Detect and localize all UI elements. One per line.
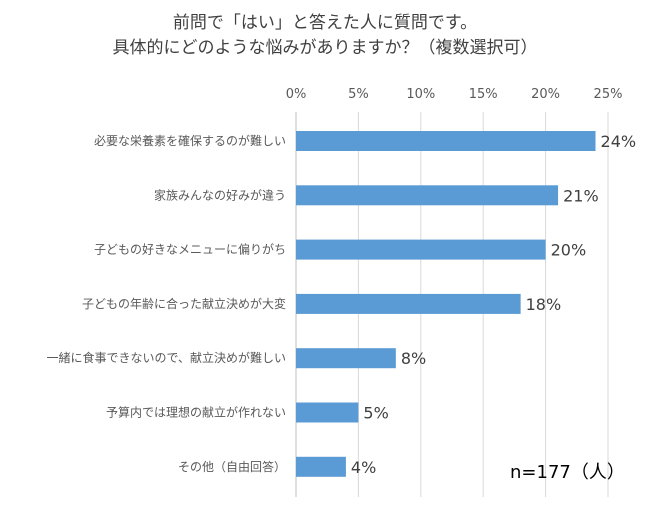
data-label: 21% <box>563 186 599 205</box>
category-label: 子どもの好きなメニューに偏りがち <box>94 242 286 257</box>
data-label: 5% <box>363 404 388 423</box>
sample-size-note: n=177（人） <box>510 462 625 483</box>
data-labels: 24% 21% 20% 18% 8% 5% 4% <box>351 132 636 477</box>
bar <box>296 293 521 314</box>
data-label: 8% <box>401 349 426 368</box>
x-tick-label: 5% <box>348 87 369 102</box>
x-tick-label: 15% <box>469 87 498 102</box>
x-tick-label: 20% <box>531 87 560 102</box>
data-label: 18% <box>526 295 562 314</box>
data-label: 4% <box>351 458 376 477</box>
category-labels: 必要な栄養素を確保するのが難しい家族みんなの好みが違う子どもの好きなメニューに偏… <box>46 133 286 474</box>
x-tick-label: 0% <box>286 87 307 102</box>
data-label: 20% <box>551 241 587 260</box>
category-label: 家族みんなの好みが違う <box>154 187 286 202</box>
chart-title: 前問で「はい」と答えた人に質問です。具体的にどのような悩みがありますか？（複数選… <box>113 13 538 58</box>
bar <box>296 239 546 260</box>
chart-title-line: 前問で「はい」と答えた人に質問です。 <box>173 13 477 33</box>
data-label: 24% <box>601 132 637 151</box>
chart-title-line: 具体的にどのような悩みがありますか？（複数選択可） <box>113 38 538 58</box>
category-label: 子どもの年齢に合った献立決めが大変 <box>82 296 286 311</box>
x-tick-label: 25% <box>594 87 623 102</box>
x-axis-ticks: 0% 5% 10% 15% 20% 25% <box>286 87 623 102</box>
category-label: 予算内では理想の献立が作れない <box>106 405 286 420</box>
category-label: 必要な栄養素を確保するのが難しい <box>94 133 286 148</box>
bar <box>296 402 359 423</box>
x-tick-label: 10% <box>406 87 435 102</box>
bar <box>296 348 396 369</box>
category-label: 一緒に食事できないので、献立決めが難しい <box>46 350 286 365</box>
category-label: その他（自由回答） <box>178 459 286 474</box>
bars <box>296 131 596 477</box>
bar <box>296 185 559 206</box>
bar <box>296 456 346 477</box>
bar <box>296 131 596 151</box>
